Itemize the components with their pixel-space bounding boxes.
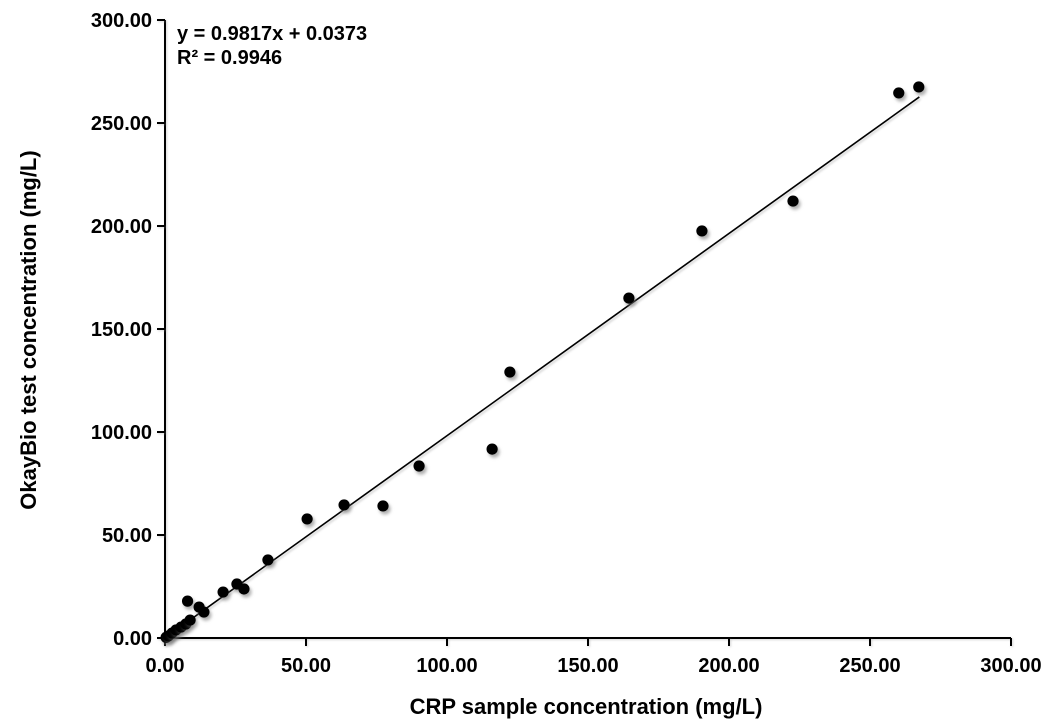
- data-point: [893, 87, 905, 99]
- data-point: [217, 586, 229, 598]
- trend-line: [164, 96, 920, 639]
- x-tick-label: 300.00: [980, 655, 1041, 677]
- data-point: [413, 460, 425, 472]
- y-tick-label: 200.00: [91, 216, 152, 238]
- x-tick-label: 100.00: [416, 655, 477, 677]
- x-axis-title: CRP sample concentration (mg/L): [410, 694, 763, 719]
- data-point: [301, 513, 313, 525]
- x-tick-label: 50.00: [281, 655, 331, 677]
- data-point: [181, 595, 194, 607]
- x-tick-label: 0.00: [146, 655, 185, 677]
- y-tick-label: 0.00: [113, 628, 152, 650]
- r-squared-label: R² = 0.9946: [177, 47, 282, 69]
- y-axis-title: OkayBio test concentration (mg/L): [16, 150, 41, 509]
- data-point: [504, 366, 516, 378]
- data-point: [913, 81, 925, 93]
- data-point: [486, 443, 498, 455]
- y-tick-label: 250.00: [91, 113, 152, 135]
- data-point: [238, 583, 250, 595]
- y-tick-label: 50.00: [102, 525, 152, 547]
- data-point: [377, 500, 389, 512]
- data-point: [338, 499, 350, 511]
- series-group: [160, 81, 925, 643]
- data-point: [184, 614, 196, 626]
- x-tick-label: 200.00: [698, 655, 759, 677]
- equation-label: y = 0.9817x + 0.0373: [177, 23, 367, 45]
- data-point: [623, 292, 635, 304]
- y-tick-label: 300.00: [91, 10, 152, 32]
- data-point: [262, 554, 274, 566]
- data-point: [696, 225, 708, 237]
- data-point: [198, 606, 210, 618]
- x-tick-label: 150.00: [557, 655, 618, 677]
- data-point: [787, 195, 799, 207]
- y-tick-label: 150.00: [91, 319, 152, 341]
- y-tick-label: 100.00: [91, 422, 152, 444]
- x-tick-label: 250.00: [839, 655, 900, 677]
- axes-group: 0.00 50.00 100.00 150.00 200.00 250.00 300.00 0…: [91, 10, 1042, 677]
